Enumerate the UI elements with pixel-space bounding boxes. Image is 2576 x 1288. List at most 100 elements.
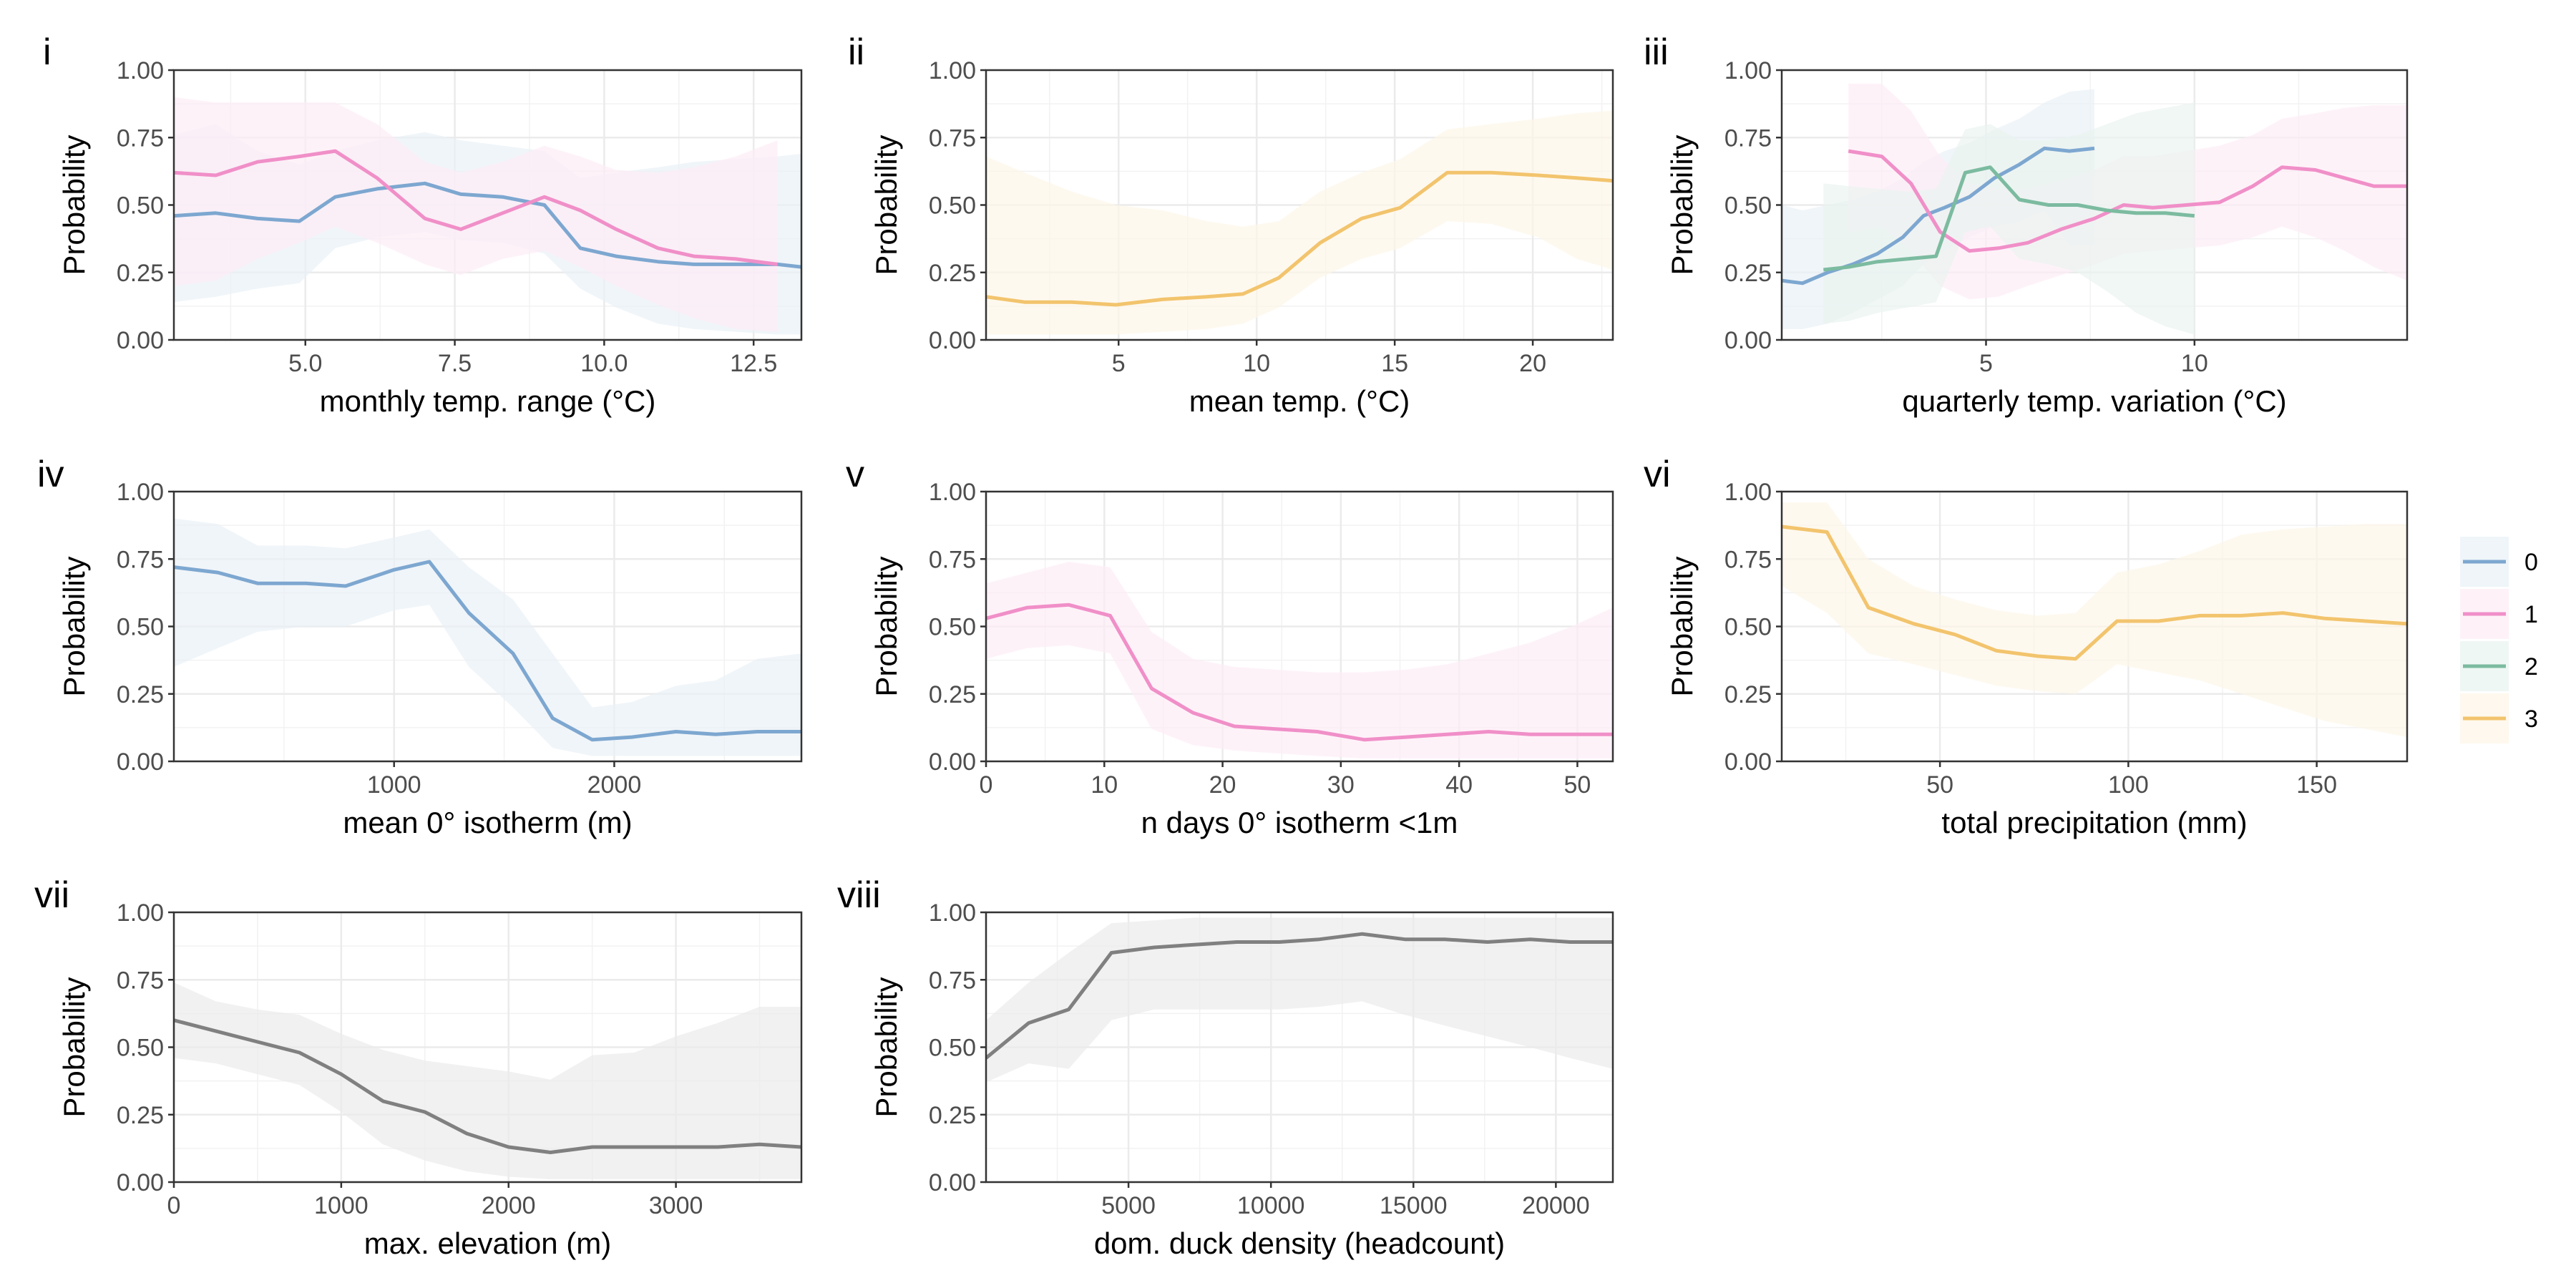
y-tick-label: 1.00 (117, 899, 164, 927)
legend-item-2: 2 (2460, 641, 2538, 691)
x-axis-title: dom. duck density (headcount) (1094, 1226, 1505, 1260)
x-tick-label: 10 (1091, 771, 1118, 799)
x-tick-label: 20000 (1522, 1192, 1590, 1219)
y-axis-title: Probability (1665, 556, 1699, 696)
confidence-ribbon-series-3 (986, 110, 1613, 335)
panel-i: 0.00 0.25 0.50 0.75 1.00 5.0 7.5 10.0 12.5 monthl… (43, 31, 803, 418)
line-series-3 (1782, 525, 2407, 661)
line-series-2 (1823, 165, 2195, 272)
x-tick-label: 1000 (314, 1192, 369, 1219)
line-series-1 (1848, 149, 2407, 253)
y-tick-label: 1.00 (929, 479, 976, 506)
plot-area (986, 562, 1613, 759)
y-tick-label: 1.00 (1724, 57, 1772, 84)
x-tick-label: 5000 (1101, 1192, 1156, 1219)
x-tick-label: 2000 (587, 771, 642, 799)
y-tick-label: 0.25 (117, 1102, 164, 1129)
y-tick-label: 0.00 (929, 327, 976, 354)
panel-ii: 0.00 0.25 0.50 0.75 1.00 5 10 15 20 mean temp. (°… (848, 31, 1614, 418)
y-tick-label: 1.00 (117, 57, 164, 84)
panel-letter: v (846, 454, 864, 495)
panel-v: 0.00 0.25 0.50 0.75 1.00 0 10 20 30 40 50 n days 0°… (846, 454, 1614, 839)
confidence-ribbon-series-other (986, 917, 1613, 1083)
y-tick-label: 0.00 (929, 748, 976, 776)
legend: 0 1 2 3 (2460, 537, 2538, 743)
y-tick-label: 0.50 (929, 1035, 976, 1062)
panel-letter: vi (1644, 454, 1671, 495)
panel-letter: i (43, 31, 52, 73)
x-tick-label: 50 (1926, 771, 1953, 799)
panel-letter: ii (848, 31, 864, 73)
confidence-ribbon-series-0 (174, 518, 801, 756)
y-tick-label: 0.25 (929, 260, 976, 287)
x-tick-label: 5 (1112, 350, 1126, 377)
x-tick-label: 20 (1519, 350, 1546, 377)
x-tick-label: 150 (2296, 771, 2337, 799)
x-tick-label: 3000 (649, 1192, 703, 1219)
panel-letter: vii (34, 874, 69, 916)
y-tick-label: 0.50 (117, 192, 164, 220)
legend-label: 3 (2524, 706, 2538, 733)
x-tick-label: 20 (1209, 771, 1236, 799)
x-axis-title: monthly temp. range (°C) (320, 384, 656, 418)
legend-item-0: 0 (2460, 537, 2538, 587)
x-tick-label: 10 (1243, 350, 1270, 377)
x-tick-label: 100 (2108, 771, 2149, 799)
y-tick-label: 0.50 (929, 192, 976, 220)
y-tick-label: 1.00 (929, 57, 976, 84)
legend-item-3: 3 (2460, 693, 2538, 743)
confidence-ribbon-series-other (174, 982, 801, 1180)
panel-iii: 0.00 0.25 0.50 0.75 1.00 5 10 quarterly temp. v… (1644, 31, 2409, 418)
y-tick-label: 0.75 (929, 546, 976, 573)
x-tick-label: 10 (2181, 350, 2208, 377)
y-tick-label: 1.00 (117, 479, 164, 506)
x-tick-label: 2000 (482, 1192, 536, 1219)
x-axis-title: mean 0° isotherm (m) (343, 806, 632, 839)
panel-viii: 0.00 0.25 0.50 0.75 1.00 5000 10000 15000 20000 d… (837, 874, 1614, 1260)
panel-iv: 0.00 0.25 0.50 0.75 1.00 1000 2000 mean 0° isot… (37, 454, 803, 839)
y-tick-label: 0.50 (929, 614, 976, 641)
x-tick-label: 12.5 (730, 350, 777, 377)
y-tick-label: 0.00 (1724, 327, 1772, 354)
legend-label: 0 (2524, 549, 2538, 576)
x-tick-label: 15000 (1380, 1192, 1448, 1219)
x-tick-label: 0 (980, 771, 993, 799)
line-series-0 (174, 560, 801, 742)
y-tick-label: 0.25 (1724, 681, 1772, 708)
line-series-1 (986, 602, 1613, 742)
plot-area (174, 97, 801, 335)
x-tick-label: 15 (1381, 350, 1408, 377)
y-tick-label: 0.25 (1724, 260, 1772, 287)
confidence-ribbon-series-2 (1823, 102, 2195, 335)
x-tick-label: 0 (167, 1192, 181, 1219)
y-tick-label: 0.00 (117, 1169, 164, 1196)
y-axis-title: Probability (57, 977, 91, 1117)
x-tick-label: 5.0 (288, 350, 322, 377)
line-series-other (174, 1018, 801, 1154)
x-axis-title: total precipitation (mm) (1941, 806, 2247, 839)
plot-area (1782, 502, 2407, 738)
y-tick-label: 0.75 (117, 967, 164, 994)
line-series-0 (174, 181, 801, 269)
line-series-other (986, 932, 1613, 1060)
legend-item-1: 1 (2460, 589, 2538, 639)
y-tick-label: 0.75 (1724, 546, 1772, 573)
y-tick-label: 0.00 (1724, 748, 1772, 776)
confidence-ribbon-series-1 (986, 562, 1613, 759)
x-tick-label: 1000 (367, 771, 421, 799)
y-tick-label: 0.00 (929, 1169, 976, 1196)
line-series-0 (1782, 146, 2095, 286)
x-tick-label: 30 (1327, 771, 1355, 799)
line-series-1 (174, 149, 778, 266)
y-tick-label: 0.50 (1724, 192, 1772, 220)
x-axis-title: quarterly temp. variation (°C) (1902, 384, 2286, 418)
y-tick-label: 0.25 (117, 260, 164, 287)
panel-vi: 0.00 0.25 0.50 0.75 1.00 50 100 150 total precip… (1644, 454, 2409, 839)
y-tick-label: 1.00 (929, 899, 976, 927)
legend-label: 2 (2524, 653, 2538, 680)
x-tick-label: 10.0 (580, 350, 628, 377)
plot-area (174, 982, 801, 1180)
y-axis-title: Probability (57, 135, 91, 275)
y-tick-label: 0.75 (929, 125, 976, 152)
